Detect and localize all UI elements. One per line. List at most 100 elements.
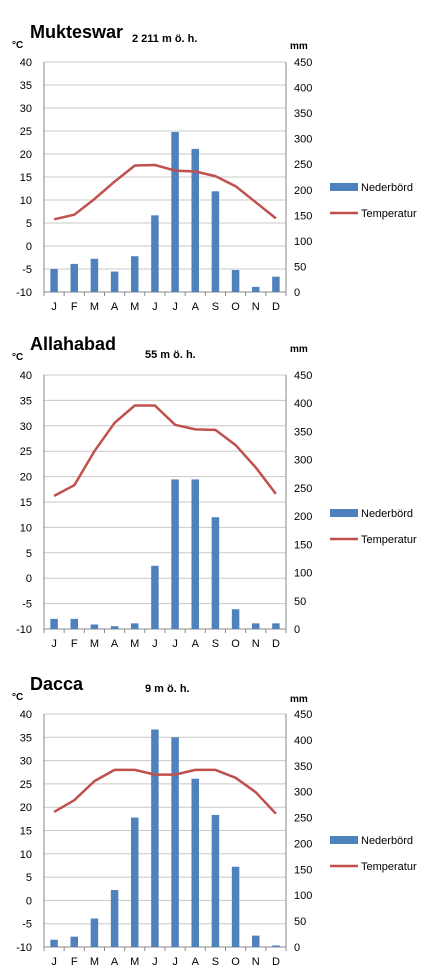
x-tick-label: M: [90, 301, 99, 313]
precipitation-bar: [171, 737, 179, 947]
precipitation-bar: [50, 269, 58, 292]
precipitation-bar: [191, 479, 199, 629]
x-tick-label: D: [272, 956, 280, 968]
legend-label-temperature: Temperatur: [361, 861, 417, 873]
chart-title: Allahabad: [30, 334, 116, 354]
y-tick-label-left: -5: [22, 264, 32, 276]
y-tick-label-right: 300: [294, 787, 312, 799]
x-tick-label: O: [231, 301, 240, 313]
precipitation-bar: [70, 263, 78, 292]
y-tick-label-left: 5: [26, 218, 32, 230]
y-tick-label-right: 200: [294, 511, 312, 523]
x-tick-label: O: [231, 638, 240, 650]
precipitation-bar: [110, 890, 119, 947]
y-tick-label-left: 20: [20, 472, 32, 484]
y-tick-label-right: 150: [294, 864, 312, 876]
y-tick-label-left: -5: [22, 919, 32, 931]
y-tick-label-left: 40: [20, 709, 32, 721]
y-tick-label-left: -5: [22, 599, 32, 611]
legend: Nederbörd Temperatur: [330, 182, 417, 220]
y-tick-label-right: 300: [294, 134, 312, 146]
y-tick-label-left: 40: [20, 57, 32, 69]
y-tick-label-right: 50: [294, 596, 306, 608]
y-tick-label-left: 0: [26, 895, 32, 907]
chart-title: Mukteswar: [30, 22, 123, 42]
y-tick-label-left: 25: [20, 126, 32, 138]
y-tick-label-left: 0: [26, 241, 32, 253]
y-tick-label-left: 40: [20, 370, 32, 382]
legend: Nederbörd Temperatur: [330, 835, 417, 873]
y-tick-label-right: 450: [294, 370, 312, 382]
y-tick-label-right: 300: [294, 455, 312, 467]
y-tick-label-right: 100: [294, 890, 312, 902]
x-tick-label: F: [71, 956, 78, 968]
x-tick-label: J: [152, 956, 158, 968]
precipitation-bar: [131, 256, 139, 292]
x-tick-label: F: [71, 638, 78, 650]
y-tick-label-right: 350: [294, 426, 312, 438]
y-tick-label-left: 10: [20, 522, 32, 534]
y-tick-label-right: 50: [294, 916, 306, 928]
x-tick-label: O: [231, 956, 240, 968]
y-tick-label-right: 100: [294, 236, 312, 248]
x-tick-label: J: [51, 638, 57, 650]
precipitation-bar: [90, 918, 99, 947]
y-tick-label-left: 20: [20, 149, 32, 161]
y-unit-right: mm: [290, 41, 308, 52]
y-tick-label-right: 400: [294, 83, 312, 95]
x-tick-label: D: [272, 301, 280, 313]
precipitation-bar: [191, 148, 199, 292]
x-tick-label: S: [212, 301, 219, 313]
x-tick-label: J: [152, 301, 158, 313]
y-tick-label-left: 30: [20, 756, 32, 768]
y-tick-label-right: 100: [294, 568, 312, 580]
precipitation-bar: [211, 191, 220, 292]
precipitation-bar: [191, 778, 199, 947]
x-tick-label: J: [51, 956, 57, 968]
precipitation-bar: [131, 623, 139, 629]
x-tick-label: A: [192, 956, 200, 968]
climate-chart-mukteswar: -10-505101520253035400501001502002503003…: [12, 22, 417, 313]
precipitation-bar: [252, 286, 260, 292]
temperature-line: [53, 163, 277, 221]
chart-title: Dacca: [30, 674, 84, 694]
precipitation-bar: [171, 132, 179, 292]
x-tick-label: S: [212, 956, 219, 968]
y-tick-label-right: 250: [294, 159, 312, 171]
x-tick-label: J: [172, 956, 178, 968]
precipitation-bar: [272, 945, 280, 947]
chart-elevation: 55 m ö. h.: [145, 349, 196, 361]
temperature-line: [53, 404, 277, 498]
x-tick-label: S: [212, 638, 219, 650]
y-tick-label-left: 5: [26, 548, 32, 560]
y-tick-label-right: 0: [294, 287, 300, 299]
precipitation-bar: [110, 626, 119, 629]
y-tick-label-left: 35: [20, 80, 32, 92]
y-tick-label-left: -10: [16, 942, 32, 954]
y-tick-label-right: 150: [294, 539, 312, 551]
x-tick-label: F: [71, 301, 78, 313]
y-unit-right: mm: [290, 694, 308, 705]
precipitation-bar: [252, 935, 260, 947]
y-tick-label-right: 50: [294, 261, 306, 273]
precipitation-bar: [151, 215, 159, 292]
x-tick-label: M: [130, 638, 139, 650]
precipitation-bar: [50, 939, 58, 947]
x-tick-label: A: [192, 301, 200, 313]
y-tick-label-right: 250: [294, 483, 312, 495]
x-tick-label: M: [90, 638, 99, 650]
temperature-line: [53, 768, 277, 815]
y-tick-label-right: 450: [294, 57, 312, 69]
precipitation-bar: [171, 479, 179, 629]
x-tick-label: J: [152, 638, 158, 650]
precipitation-bar: [110, 271, 119, 292]
precipitation-bar: [231, 609, 240, 629]
y-tick-label-left: 10: [20, 195, 32, 207]
x-tick-label: D: [272, 638, 280, 650]
y-tick-label-right: 350: [294, 761, 312, 773]
y-tick-label-left: 20: [20, 802, 32, 814]
x-tick-label: A: [111, 956, 119, 968]
y-tick-label-right: 400: [294, 735, 312, 747]
precipitation-bar: [90, 624, 99, 629]
